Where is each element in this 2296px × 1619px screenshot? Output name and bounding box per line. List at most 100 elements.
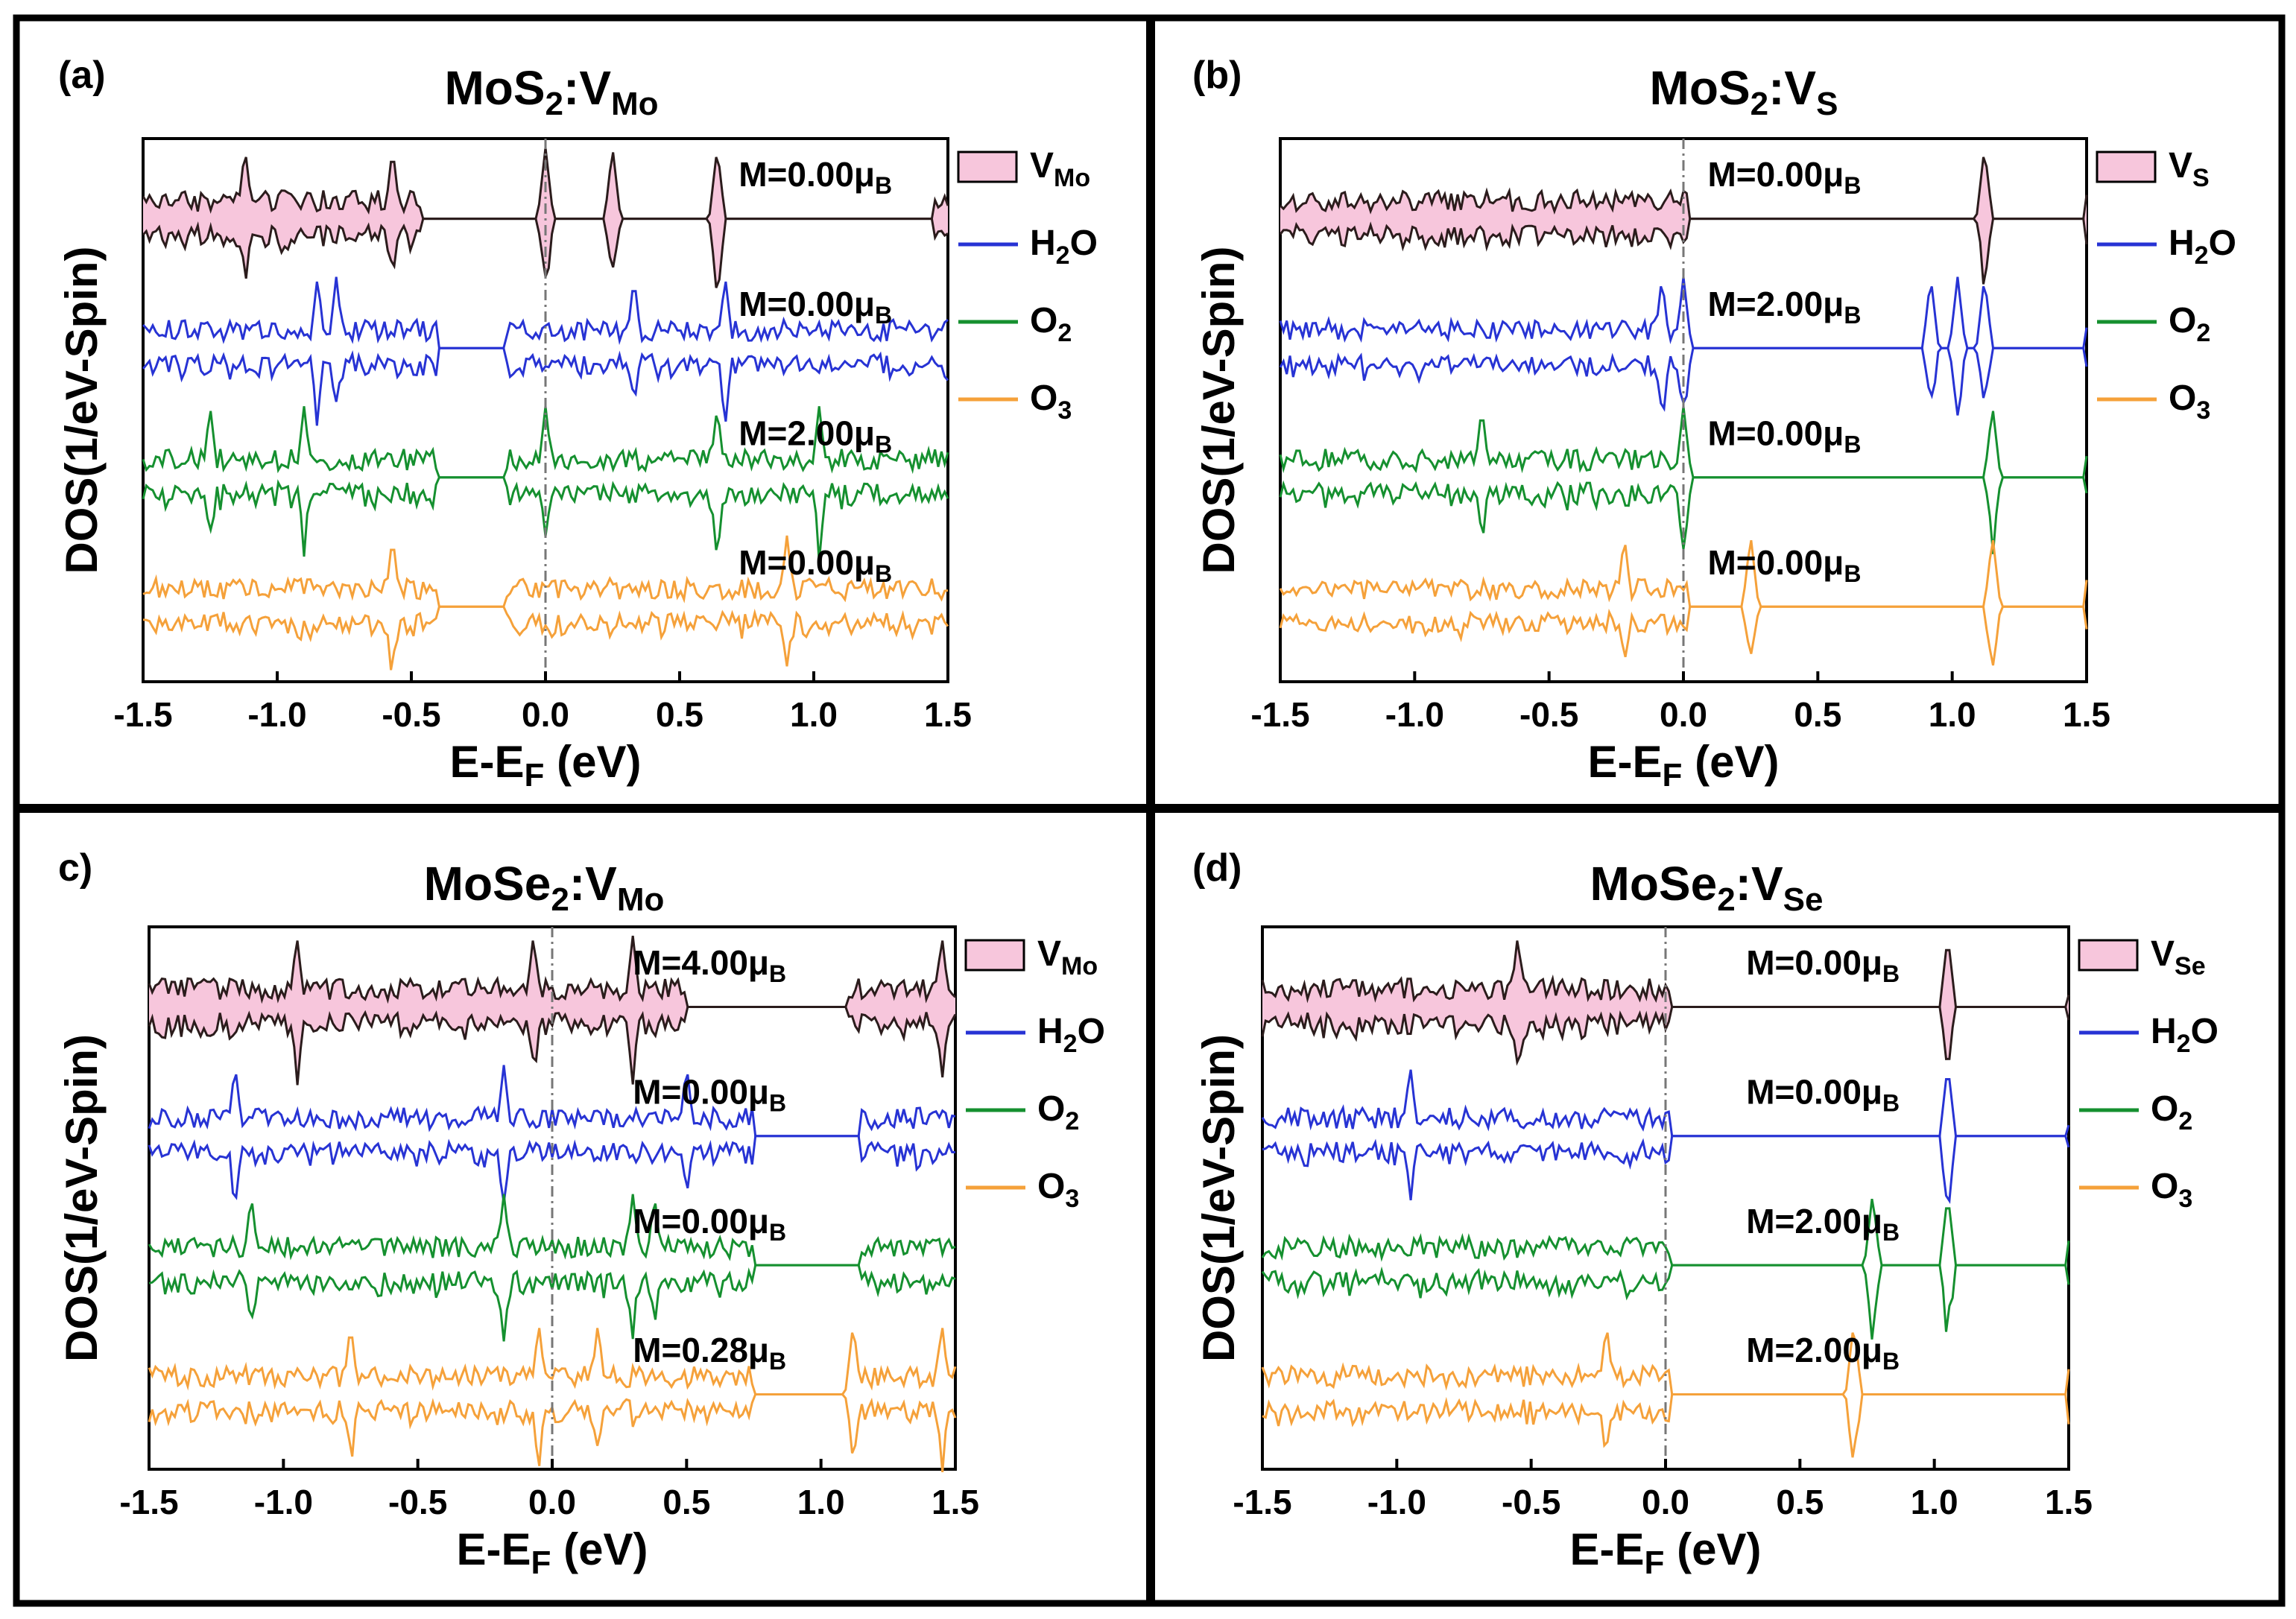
x-tick-label: 1.0 bbox=[790, 695, 838, 734]
legend-label: O3 bbox=[2169, 378, 2210, 425]
legend-entry: H2O bbox=[2079, 1012, 2218, 1058]
moment-label: M=0.00μB bbox=[1746, 943, 1900, 987]
legend-entry: H2O bbox=[958, 224, 1098, 270]
x-tick-label: 0.0 bbox=[1660, 695, 1707, 734]
x-axis-title: E-EF (eV) bbox=[1588, 737, 1780, 793]
legend-label: VS bbox=[2169, 146, 2210, 192]
x-tick-label: -1.0 bbox=[1367, 1483, 1426, 1521]
legend-entry: O2 bbox=[2079, 1089, 2192, 1135]
moment-label: M=0.00μB bbox=[1707, 155, 1861, 199]
legend-entry: H2O bbox=[2097, 224, 2236, 270]
moment-label: M=0.00μB bbox=[739, 543, 892, 587]
x-axis-title: E-EF (eV) bbox=[1570, 1524, 1762, 1581]
legend-label: VSe bbox=[2151, 934, 2206, 980]
x-tick-label: -0.5 bbox=[382, 695, 440, 734]
x-tick-label: 0.5 bbox=[656, 695, 703, 734]
moment-label: M=0.00μB bbox=[633, 1202, 786, 1246]
legend-label: H2O bbox=[1037, 1012, 1105, 1058]
dos-spin-down-line bbox=[142, 605, 949, 671]
legend-entry: O3 bbox=[958, 378, 1072, 425]
moment-label: M=0.00μB bbox=[739, 285, 892, 329]
legend-swatch-fill bbox=[2096, 151, 2157, 183]
legend-entry: O3 bbox=[2097, 378, 2210, 425]
legend-entry: VMo bbox=[964, 934, 1098, 980]
panel-label: (b) bbox=[1192, 54, 1242, 97]
dos-spin-down-line bbox=[148, 1006, 957, 1086]
moment-label: M=2.00μB bbox=[739, 414, 892, 457]
panel-title: MoSe2:VSe bbox=[1590, 857, 1824, 918]
panel-label: (a) bbox=[58, 54, 106, 97]
x-tick-label: 1.0 bbox=[797, 1483, 845, 1521]
x-tick-label: -1.5 bbox=[1233, 1483, 1291, 1521]
legend-entry: O2 bbox=[2097, 301, 2210, 347]
moment-label: M=0.28μB bbox=[633, 1331, 786, 1375]
x-tick-label: -1.5 bbox=[119, 1483, 178, 1521]
legend-label: VMo bbox=[1030, 146, 1090, 192]
legend-entry: H2O bbox=[966, 1012, 1105, 1058]
legend-swatch-fill bbox=[2078, 939, 2139, 972]
dos-spin-down-line bbox=[142, 346, 949, 426]
dos-spin-down-line bbox=[1261, 1264, 2070, 1340]
x-tick-label: -1.5 bbox=[113, 695, 172, 734]
x-tick-label: 1.5 bbox=[932, 1483, 979, 1521]
dos-spin-down-line bbox=[1279, 476, 2088, 554]
panel-3: (d) MoSe2:VSe M=0.00μB M=0.00μB M=2.00μB M=2.… bbox=[1192, 846, 2218, 1581]
legend-entry: VMo bbox=[957, 146, 1090, 192]
series-O3 bbox=[1261, 1332, 2070, 1458]
x-tick-label: 1.0 bbox=[1929, 695, 1976, 734]
panel-0: (a) MoS2:VMo M=0.00μB M=0.00μB M=2.00μB M=0.0… bbox=[57, 54, 1098, 793]
x-tick-label: -1.0 bbox=[254, 1483, 313, 1521]
legend-label: O2 bbox=[1030, 301, 1072, 347]
dos-spin-up-line bbox=[142, 276, 949, 349]
moment-label: M=0.00μB bbox=[1707, 414, 1861, 457]
x-tick-label: -0.5 bbox=[1519, 695, 1578, 734]
x-tick-label: 1.5 bbox=[924, 695, 972, 734]
dos-spin-down-line bbox=[1262, 1135, 2070, 1205]
legend-label: VMo bbox=[1037, 934, 1098, 980]
panel-title: MoS2:VMo bbox=[444, 61, 658, 122]
moment-label: M=0.00μB bbox=[633, 1072, 786, 1116]
x-axis-title: E-EF (eV) bbox=[457, 1524, 648, 1581]
x-tick-label: -0.5 bbox=[388, 1483, 447, 1521]
legend-entry: O2 bbox=[958, 301, 1072, 347]
panel-1: (b) MoS2:VS M=0.00μB M=2.00μB M=0.00μB M=0.00… bbox=[1192, 54, 2236, 793]
series-H2O bbox=[142, 276, 949, 426]
legend-label: O2 bbox=[2169, 301, 2210, 347]
legend-entry: VS bbox=[2096, 146, 2210, 192]
legend-swatch-fill bbox=[964, 939, 1025, 972]
moment-label: M=0.00μB bbox=[739, 155, 892, 199]
panel-title: MoS2:VS bbox=[1650, 61, 1838, 122]
moment-label: M=0.00μB bbox=[1707, 543, 1861, 587]
moment-label: M=4.00μB bbox=[633, 943, 786, 987]
x-tick-label: 0.5 bbox=[1776, 1483, 1824, 1521]
moment-label: M=0.00μB bbox=[1746, 1072, 1900, 1116]
x-tick-label: 0.0 bbox=[1642, 1483, 1689, 1521]
vacancy-dos-fill bbox=[1280, 156, 2087, 285]
series-O3 bbox=[1279, 539, 2088, 666]
legend-label: O3 bbox=[1037, 1167, 1079, 1213]
x-tick-label: 1.5 bbox=[2045, 1483, 2093, 1521]
x-tick-label: -1.0 bbox=[247, 695, 306, 734]
moment-label: M=2.00μB bbox=[1746, 1331, 1900, 1375]
legend-swatch-fill bbox=[957, 151, 1018, 183]
legend-label: O2 bbox=[2151, 1089, 2192, 1135]
y-axis-title: DOS(1/eV-Spin) bbox=[1194, 1034, 1244, 1362]
y-axis-title: DOS(1/eV-Spin) bbox=[57, 246, 107, 574]
legend-label: O3 bbox=[1030, 378, 1072, 425]
legend-label: O3 bbox=[2151, 1167, 2192, 1213]
legend-entry: O3 bbox=[2079, 1167, 2192, 1213]
series-H2O bbox=[1261, 1069, 2070, 1205]
series-O2 bbox=[1261, 1198, 2070, 1340]
legend-label: O2 bbox=[1037, 1089, 1079, 1135]
x-tick-label: 0.0 bbox=[522, 695, 569, 734]
panel-label: c) bbox=[58, 846, 92, 890]
x-tick-label: 0.5 bbox=[1794, 695, 1841, 734]
legend-label: H2O bbox=[2169, 224, 2236, 270]
legend-label: H2O bbox=[2151, 1012, 2218, 1058]
panel-2: c) MoSe2:VMo M=4.00μB M=0.00μB M=0.00μB M=0.2… bbox=[57, 846, 1105, 1581]
legend-entry: O2 bbox=[966, 1089, 1079, 1135]
x-tick-label: 0.5 bbox=[662, 1483, 710, 1521]
y-axis-title: DOS(1/eV-Spin) bbox=[1194, 246, 1244, 574]
panel-title: MoSe2:VMo bbox=[424, 857, 665, 918]
